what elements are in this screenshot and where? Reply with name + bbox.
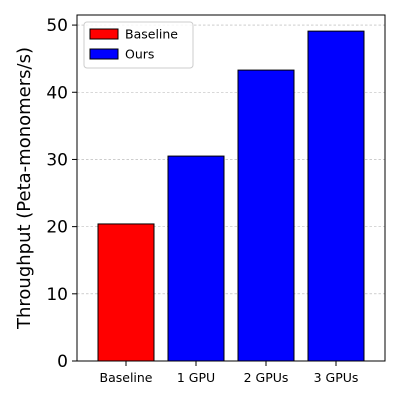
legend-label-ours: Ours [125,47,154,62]
y-tick-label: 40 [46,83,68,103]
x-tick-label: 2 GPUs [244,370,289,385]
bar-baseline [98,224,154,361]
legend-swatch-baseline [90,29,118,39]
legend-label-baseline: Baseline [125,27,178,42]
y-tick-label: 30 [46,150,68,170]
x-axis: Baseline 1 GPU 2 GPUs 3 GPUs [100,361,359,385]
bar-3-gpus [308,31,364,361]
x-tick-label: 1 GPU [177,370,215,385]
legend-swatch-ours [90,49,118,59]
bar-1-gpu [168,156,224,361]
x-tick-label: 3 GPUs [314,370,359,385]
y-tick-label: 0 [57,352,68,372]
y-axis: 0 10 20 30 40 50 [46,16,77,372]
legend: Baseline Ours [84,22,193,68]
y-axis-label: Throughput (Peta-monomers/s) [14,47,35,330]
bar-2-gpus [238,70,294,361]
y-tick-label: 10 [46,285,68,305]
x-tick-label: Baseline [100,370,153,385]
bars [98,31,364,361]
y-tick-label: 50 [46,16,68,36]
y-tick-label: 20 [46,218,68,238]
